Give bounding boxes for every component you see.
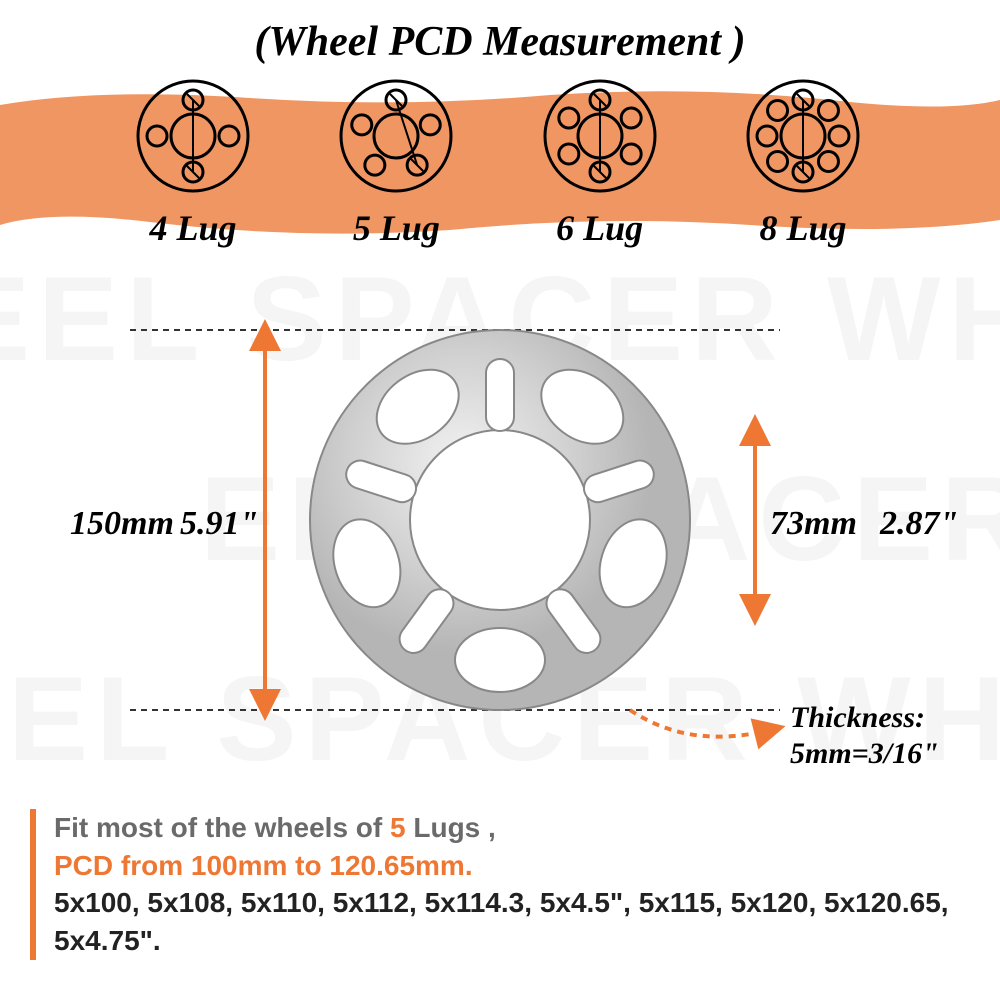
inner-in-label: 2.87": [880, 505, 958, 543]
lug-label: 5 Lug: [331, 207, 461, 249]
lug-label: 4 Lug: [128, 207, 258, 249]
spacer-diagram: 150mm 5.91" 73mm 2.87" Thickness: 5mm=3/…: [0, 310, 1000, 730]
lug-4-icon: [128, 78, 258, 198]
outer-mm-label: 150mm: [70, 505, 174, 543]
lug-item: 8 Lug: [738, 78, 868, 249]
lug-label: 8 Lug: [738, 207, 868, 249]
inner-mm-label: 73mm: [770, 505, 857, 543]
lug-8-icon: [738, 78, 868, 198]
lug-diagram-row: 4 Lug 5 Lug 6 Lug 8 Lug: [128, 78, 868, 249]
lug-item: 6 Lug: [535, 78, 665, 249]
footer-text: Fit most of the wheels of 5 Lugs , PCD f…: [30, 809, 970, 960]
lug-6-icon: [535, 78, 665, 198]
page-title: (Wheel PCD Measurement ): [0, 18, 1000, 66]
lug-item: 5 Lug: [331, 78, 461, 249]
outer-in-label: 5.91": [180, 505, 258, 543]
thickness-label: Thickness: 5mm=3/16": [790, 700, 939, 772]
lug-item: 4 Lug: [128, 78, 258, 249]
lug-label: 6 Lug: [535, 207, 665, 249]
lug-5-icon: [331, 78, 461, 198]
